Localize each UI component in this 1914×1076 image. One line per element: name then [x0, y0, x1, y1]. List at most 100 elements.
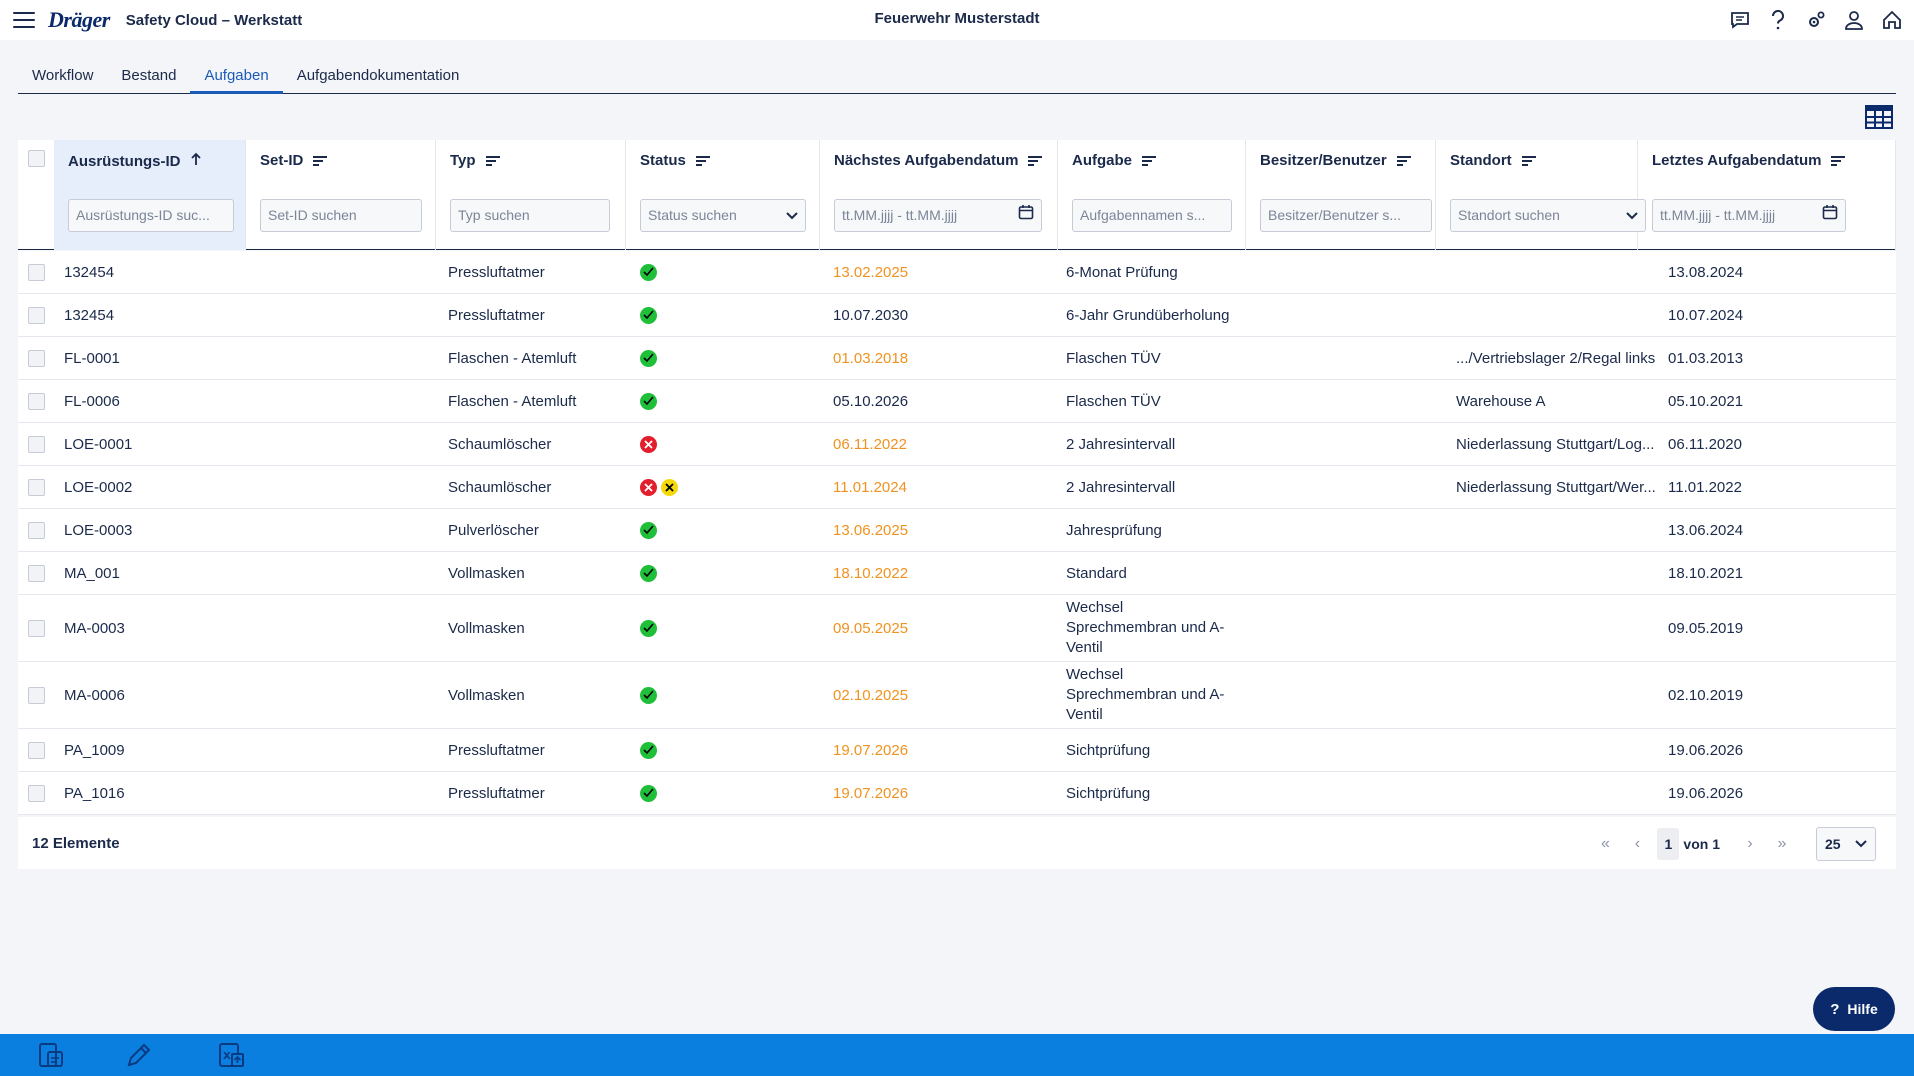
export-excel-icon[interactable]: X	[216, 1040, 246, 1070]
sort-icon[interactable]	[313, 155, 328, 166]
column-header-next-task-date[interactable]: Nächstes Aufgabendatum tt.MM.jjjj - tt.MM…	[820, 140, 1058, 250]
sort-icon[interactable]	[1142, 155, 1156, 166]
typ-filter[interactable]: Typ suchen	[450, 199, 610, 232]
table-row[interactable]: 132454 Pressluftatmer 13.02.2025 6-Monat Pr…	[18, 251, 1896, 294]
task-filter[interactable]: Aufgabennamen s...	[1072, 199, 1232, 232]
column-header-last-task-date[interactable]: Letztes Aufgabendatum tt.MM.jjjj - tt.MM.…	[1638, 140, 1896, 250]
set-id-filter[interactable]: Set-ID suchen	[260, 199, 422, 232]
owner-filter[interactable]: Besitzer/Benutzer s...	[1260, 199, 1432, 232]
cell-text: Warehouse A	[1456, 392, 1546, 410]
column-header-location[interactable]: Standort Standort suchen	[1436, 140, 1646, 250]
cell-text: 6-Monat Prüfung	[1066, 263, 1178, 281]
row-checkbox[interactable]	[28, 306, 45, 324]
cell-task: 6-Monat Prüfung	[1066, 251, 1236, 293]
cell-text: Flaschen - Atemluft	[448, 349, 577, 367]
row-checkbox[interactable]	[28, 478, 45, 496]
device-document-icon[interactable]	[36, 1040, 66, 1070]
row-checkbox[interactable]	[28, 392, 45, 410]
row-checkbox[interactable]	[28, 564, 45, 582]
tab-aufgabendokumentation[interactable]: Aufgabendokumentation	[296, 67, 460, 84]
tab-aufgaben[interactable]: Aufgaben	[190, 59, 283, 94]
sort-ascending-icon[interactable]	[190, 152, 201, 170]
table-row[interactable]: PA_1016 Pressluftatmer 19.07.2026 Sichtprüf…	[18, 772, 1896, 815]
table-row[interactable]: MA-0003 Vollmasken 09.05.2025 Wechsel Sprec…	[18, 595, 1896, 662]
filter-placeholder: Set-ID suchen	[268, 207, 357, 223]
home-icon[interactable]	[1880, 8, 1904, 32]
cell-owner	[1256, 380, 1436, 422]
cell-text: 132454	[64, 263, 115, 281]
cell-text: Pulverlöscher	[448, 521, 539, 539]
cell-set-id	[256, 552, 436, 594]
table-row[interactable]: MA_001 Vollmasken 18.10.2022 Standard 18.10.…	[18, 552, 1896, 595]
table-row[interactable]: LOE-0001 Schaumlöscher 06.11.2022 2 Jahresi…	[18, 423, 1896, 466]
column-header-equipment-id[interactable]: Ausrüstungs-ID Ausrüstungs-ID suc...	[54, 140, 246, 250]
cell-text: Vollmasken	[448, 686, 525, 704]
row-checkbox[interactable]	[28, 686, 45, 704]
first-page-icon[interactable]: «	[1600, 835, 1610, 852]
last-page-icon[interactable]: »	[1777, 835, 1787, 852]
column-settings-icon[interactable]	[1864, 104, 1894, 132]
column-label: Ausrüstungs-ID	[68, 152, 181, 170]
tab-bestand[interactable]: Bestand	[121, 67, 177, 84]
row-checkbox[interactable]	[28, 784, 45, 802]
next-page-icon[interactable]: ›	[1747, 835, 1753, 852]
column-header-owner[interactable]: Besitzer/Benutzer Besitzer/Benutzer s...	[1246, 140, 1436, 250]
row-checkbox[interactable]	[28, 741, 45, 759]
column-header-set-id[interactable]: Set-ID Set-ID suchen	[246, 140, 436, 250]
row-checkbox[interactable]	[28, 263, 45, 281]
select-all-checkbox[interactable]	[28, 150, 45, 167]
table-row[interactable]: LOE-0003 Pulverlöscher 13.06.2025 Jahresprü…	[18, 509, 1896, 552]
help-button[interactable]: ? Hilfe	[1813, 987, 1895, 1031]
filter-placeholder: Ausrüstungs-ID suc...	[76, 207, 210, 223]
column-header-typ[interactable]: Typ Typ suchen	[436, 140, 626, 250]
row-checkbox[interactable]	[28, 619, 45, 637]
sort-icon[interactable]	[695, 155, 710, 166]
table-row[interactable]: 132454 Pressluftatmer 10.07.2030 6-Jahr Gru…	[18, 294, 1896, 337]
row-checkbox[interactable]	[28, 521, 45, 539]
prev-page-icon[interactable]: ‹	[1634, 835, 1641, 852]
calendar-icon[interactable]	[1822, 200, 1838, 231]
current-page[interactable]: 1	[1657, 828, 1680, 860]
cell-owner	[1256, 337, 1436, 379]
sort-icon[interactable]	[1831, 155, 1846, 166]
chat-icon[interactable]	[1728, 8, 1752, 32]
next-task-date-filter[interactable]: tt.MM.jjjj - tt.MM.jjjj	[834, 199, 1042, 232]
page-size-select[interactable]: 25	[1816, 827, 1876, 861]
status-ok-icon	[640, 349, 657, 367]
row-checkbox[interactable]	[28, 349, 45, 367]
status-filter[interactable]: Status suchen	[640, 199, 806, 232]
cell-set-id	[256, 294, 436, 336]
cell-set-id	[256, 380, 436, 422]
table-row[interactable]: FL-0006 Flaschen - Atemluft 05.10.2026 Flas…	[18, 380, 1896, 423]
location-filter[interactable]: Standort suchen	[1450, 199, 1646, 232]
table-row[interactable]: MA-0006 Vollmasken 02.10.2025 Wechsel Sprec…	[18, 662, 1896, 729]
cell-text: LOE-0002	[64, 478, 133, 496]
pencil-icon[interactable]	[124, 1040, 154, 1070]
equipment-id-filter[interactable]: Ausrüstungs-ID suc...	[68, 199, 234, 232]
help-icon[interactable]	[1766, 8, 1790, 32]
last-task-date-filter[interactable]: tt.MM.jjjj - tt.MM.jjjj	[1652, 199, 1846, 232]
chevron-down-icon	[786, 200, 798, 231]
tab-workflow[interactable]: Workflow	[32, 67, 94, 84]
sort-icon[interactable]	[485, 155, 500, 166]
cell-status	[640, 595, 820, 661]
cell-set-id	[256, 466, 436, 508]
column-header-task[interactable]: Aufgabe Aufgabennamen s...	[1058, 140, 1246, 250]
menu-icon[interactable]	[13, 12, 35, 28]
settings-icon[interactable]	[1804, 8, 1828, 32]
user-icon[interactable]	[1842, 8, 1866, 32]
table-row[interactable]: LOE-0002 Schaumlöscher 11.01.2024 2 Jahresi…	[18, 466, 1896, 509]
table-row[interactable]: FL-0001 Flaschen - Atemluft 01.03.2018 Flas…	[18, 337, 1896, 380]
row-checkbox[interactable]	[28, 435, 45, 453]
cell-text: 13.02.2025	[833, 263, 909, 281]
sort-icon[interactable]	[1396, 155, 1411, 166]
filter-placeholder: tt.MM.jjjj - tt.MM.jjjj	[1660, 207, 1776, 223]
cell-text: FL-0006	[64, 392, 120, 410]
calendar-icon[interactable]	[1018, 200, 1034, 231]
sort-icon[interactable]	[1521, 155, 1536, 166]
sort-icon[interactable]	[1028, 155, 1043, 166]
table-row[interactable]: PA_1009 Pressluftatmer 19.07.2026 Sichtprüf…	[18, 729, 1896, 772]
cell-text: 13.08.2024	[1668, 263, 1744, 281]
column-header-status[interactable]: Status Status suchen	[626, 140, 820, 250]
cell-typ: Flaschen - Atemluft	[448, 337, 618, 379]
